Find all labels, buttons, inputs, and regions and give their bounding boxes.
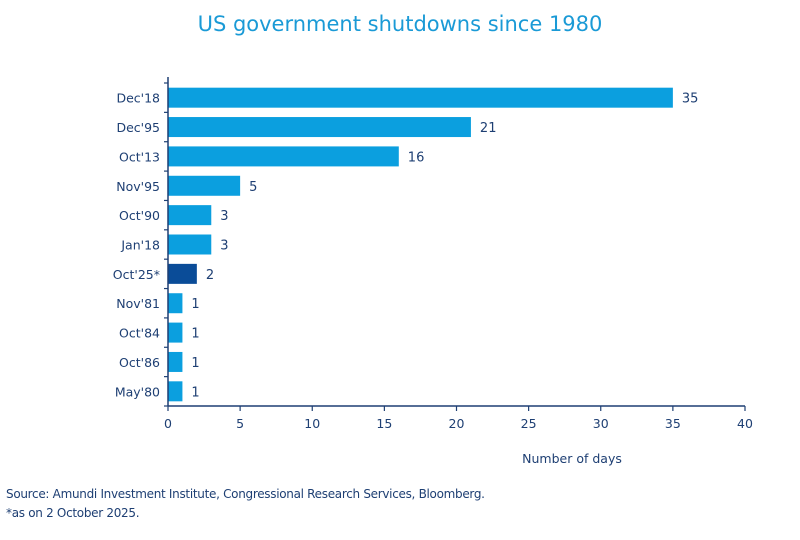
category-label: Oct'90 bbox=[119, 208, 160, 223]
category-label: Oct'25* bbox=[113, 267, 160, 282]
category-label: Nov'95 bbox=[116, 179, 160, 194]
source-note: Source: Amundi Investment Institute, Con… bbox=[6, 487, 485, 501]
data-label: 1 bbox=[191, 356, 199, 371]
data-label: 3 bbox=[220, 239, 228, 254]
x-tick-label: 10 bbox=[304, 416, 320, 431]
x-axis-label: Number of days bbox=[522, 451, 622, 466]
data-label: 16 bbox=[408, 150, 425, 165]
category-label: May'80 bbox=[115, 384, 160, 399]
data-label: 35 bbox=[682, 92, 699, 107]
bar bbox=[168, 381, 183, 402]
bar bbox=[168, 234, 212, 255]
x-tick-label: 0 bbox=[164, 416, 172, 431]
data-label: 5 bbox=[249, 180, 257, 195]
bar bbox=[168, 205, 212, 226]
data-label: 3 bbox=[220, 209, 228, 224]
bar bbox=[168, 146, 399, 167]
x-tick-label: 15 bbox=[376, 416, 392, 431]
chart-title: US government shutdowns since 1980 bbox=[197, 12, 603, 36]
bar bbox=[168, 322, 183, 343]
footnote: *as on 2 October 2025. bbox=[6, 506, 140, 520]
bar bbox=[168, 351, 183, 372]
category-label: Dec'18 bbox=[116, 91, 160, 106]
data-label: 1 bbox=[191, 327, 199, 342]
category-label: Nov'81 bbox=[116, 296, 160, 311]
bar bbox=[168, 293, 183, 314]
x-tick-label: 5 bbox=[236, 416, 244, 431]
bar bbox=[168, 175, 241, 196]
x-tick-label: 25 bbox=[521, 416, 537, 431]
x-tick-label: 30 bbox=[593, 416, 609, 431]
x-tick-label: 35 bbox=[665, 416, 681, 431]
data-label: 21 bbox=[480, 121, 497, 136]
data-label: 2 bbox=[206, 268, 214, 283]
category-label: Oct'13 bbox=[119, 149, 160, 164]
bar bbox=[168, 87, 673, 108]
category-label: Oct'86 bbox=[119, 355, 160, 370]
data-label: 1 bbox=[191, 297, 199, 312]
x-tick-label: 20 bbox=[449, 416, 465, 431]
x-tick-label: 40 bbox=[737, 416, 753, 431]
category-label: Jan'18 bbox=[120, 238, 160, 253]
category-label: Dec'95 bbox=[116, 120, 160, 135]
bar bbox=[168, 263, 197, 284]
data-label: 1 bbox=[191, 385, 199, 400]
bar bbox=[168, 117, 471, 138]
category-label: Oct'84 bbox=[119, 326, 160, 341]
